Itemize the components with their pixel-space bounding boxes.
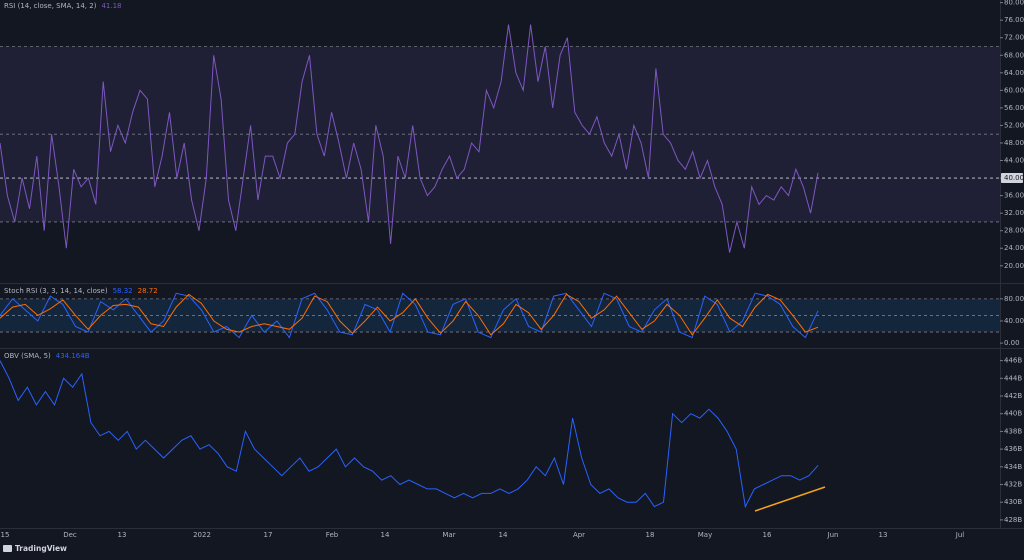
x-tick-label: 13 bbox=[879, 531, 888, 539]
x-tick-label: 16 bbox=[763, 531, 772, 539]
indicator-value: 41.18 bbox=[101, 2, 121, 10]
y-tick-label: 436B bbox=[1004, 445, 1022, 453]
indicator-value: 434.164B bbox=[56, 352, 90, 360]
x-tick-label: Mar bbox=[442, 531, 455, 539]
y-tick-label: 430B bbox=[1004, 498, 1022, 506]
y-tick-label: 48.00 bbox=[1004, 139, 1024, 147]
x-tick-label: Jun bbox=[827, 531, 839, 539]
x-tick-label: 13 bbox=[118, 531, 127, 539]
indicator-value: 58.32 bbox=[113, 287, 133, 295]
indicator-title: Stoch RSI (3, 3, 14, 14, close) bbox=[4, 287, 108, 295]
x-tick-label: 17 bbox=[264, 531, 273, 539]
x-tick-label: 18 bbox=[646, 531, 655, 539]
tick-highlight bbox=[1001, 173, 1023, 184]
y-tick-label: 434B bbox=[1004, 463, 1022, 471]
y-tick-label: 40.00 bbox=[1004, 174, 1024, 182]
y-tick-label: 446B bbox=[1004, 357, 1022, 365]
y-tick-label: 44.00 bbox=[1004, 157, 1024, 165]
y-tick-label: 440B bbox=[1004, 410, 1022, 418]
indicator-title: RSI (14, close, SMA, 14, 2) bbox=[4, 2, 97, 10]
trend-line bbox=[754, 486, 826, 512]
y-tick-label: 60.00 bbox=[1004, 86, 1024, 94]
y-tick-label: 0.00 bbox=[1004, 339, 1020, 347]
series-line bbox=[0, 292, 819, 339]
x-tick-label: 14 bbox=[381, 531, 390, 539]
y-tick-label: 76.00 bbox=[1004, 16, 1024, 24]
y-tick-label: 64.00 bbox=[1004, 69, 1024, 77]
brand-logo bbox=[3, 545, 12, 552]
y-tick-label: 32.00 bbox=[1004, 209, 1024, 217]
x-tick-label: Dec bbox=[63, 531, 77, 539]
y-tick-label: 438B bbox=[1004, 427, 1022, 435]
y-tick-label: 444B bbox=[1004, 374, 1022, 382]
y-tick-label: 432B bbox=[1004, 481, 1022, 489]
y-tick-label: 80.00 bbox=[1004, 295, 1024, 303]
y-tick-label: 40.00 bbox=[1004, 317, 1024, 325]
x-tick-label: May bbox=[698, 531, 712, 539]
y-tick-label: 442B bbox=[1004, 392, 1022, 400]
y-tick-label: 56.00 bbox=[1004, 104, 1024, 112]
y-tick-label: 28.00 bbox=[1004, 227, 1024, 235]
series-line bbox=[0, 24, 819, 253]
indicator-title: OBV (SMA, 5) bbox=[4, 352, 51, 360]
series-line bbox=[0, 293, 819, 336]
series-line bbox=[0, 360, 819, 509]
y-tick-label: 20.00 bbox=[1004, 262, 1024, 270]
y-tick-label: 24.00 bbox=[1004, 244, 1024, 252]
indicator-value: 28.72 bbox=[138, 287, 158, 295]
y-tick-label: 428B bbox=[1004, 516, 1022, 524]
x-tick-label: 2022 bbox=[193, 531, 211, 539]
y-tick-label: 72.00 bbox=[1004, 34, 1024, 42]
x-tick-label: Feb bbox=[326, 531, 339, 539]
x-tick-label: 15 bbox=[1, 531, 10, 539]
y-tick-label: 80.00 bbox=[1004, 0, 1024, 7]
y-tick-label: 68.00 bbox=[1004, 51, 1024, 59]
x-tick-label: Jul bbox=[955, 531, 965, 539]
y-tick-label: 52.00 bbox=[1004, 121, 1024, 129]
x-tick-label: Apr bbox=[573, 531, 585, 539]
y-tick-label: 36.00 bbox=[1004, 192, 1024, 200]
brand: TradingView bbox=[15, 544, 67, 553]
x-tick-label: 14 bbox=[499, 531, 508, 539]
